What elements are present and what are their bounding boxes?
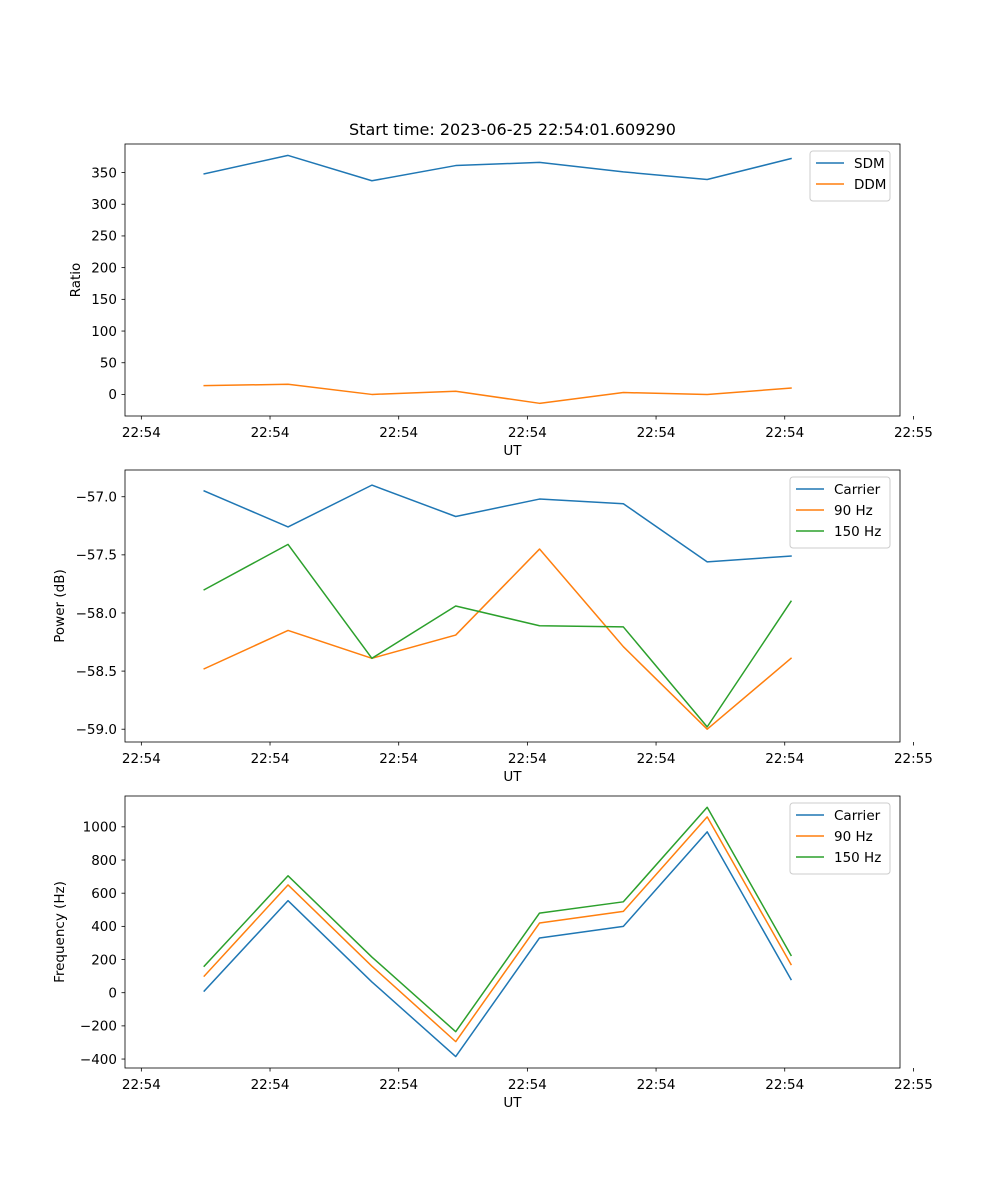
y-tick-label: 150 — [91, 292, 117, 308]
legend: SDM DDM — [809, 150, 891, 202]
y-tick-label: 1000 — [83, 820, 117, 836]
series-line-carrier — [203, 831, 793, 1058]
y-tick-label: −58.0 — [76, 606, 117, 622]
legend-entry-label: 150 Hz — [834, 850, 881, 866]
legend: Carrier 90 Hz 150 Hz — [789, 802, 891, 875]
axes-frame — [124, 143, 901, 417]
x-tick-label: 22:54 — [379, 1077, 418, 1093]
x-tick-label: 22:54 — [765, 751, 804, 767]
chart-panel-3: 22:54 22:54 22:54 22:54 22:54 22:54 22:55 −400 −… — [52, 795, 933, 1111]
y-axis-label: Ratio — [68, 263, 84, 298]
y-tick-label: 350 — [91, 165, 117, 181]
x-tick-label: 22:55 — [894, 1077, 933, 1093]
y-tick-label: 200 — [91, 952, 117, 968]
x-tick-label: 22:54 — [637, 751, 676, 767]
x-tick-label: 22:54 — [637, 1077, 676, 1093]
x-tick-label: 22:54 — [765, 425, 804, 441]
axes-frame — [124, 795, 901, 1069]
y-tick-label: 800 — [91, 853, 117, 869]
x-tick-label: 22:54 — [122, 1077, 161, 1093]
chart-panel-1: 22:54 22:54 22:54 22:54 22:54 22:54 22:55 0 50 10… — [68, 120, 933, 459]
y-tick-label: 600 — [91, 886, 117, 902]
x-tick-label: 22:54 — [251, 1077, 290, 1093]
series-line-90-hz — [203, 816, 793, 1043]
series-line-150-hz — [203, 543, 793, 728]
y-tick-label: 300 — [91, 197, 117, 213]
y-tick-label: −57.5 — [76, 548, 117, 564]
series-line-sdm — [203, 154, 792, 182]
legend-entry-label: 90 Hz — [834, 503, 873, 519]
legend-entry-label: SDM — [854, 156, 885, 172]
y-tick-label: −58.5 — [76, 664, 117, 680]
x-tick-label: 22:54 — [508, 751, 547, 767]
y-tick-label: −400 — [80, 1052, 117, 1068]
series-line-90-hz — [203, 548, 793, 730]
y-axis-label: Power (dB) — [52, 569, 68, 642]
x-tick-label: 22:54 — [508, 1077, 547, 1093]
x-tick-label: 22:54 — [251, 751, 290, 767]
y-tick-label: 0 — [108, 986, 117, 1002]
x-axis-label: UT — [503, 769, 522, 785]
x-axis-label: UT — [503, 443, 522, 459]
y-tick-label: 0 — [108, 387, 117, 403]
chart-panel-2: 22:54 22:54 22:54 22:54 22:54 22:54 22:55 −59.0… — [52, 469, 933, 785]
legend-entry-label: 150 Hz — [834, 524, 881, 540]
x-tick-label: 22:54 — [765, 1077, 804, 1093]
x-tick-label: 22:55 — [894, 425, 933, 441]
x-axis-label: UT — [503, 1095, 522, 1111]
series-line-150-hz — [203, 806, 793, 1033]
chart-title: Start time: 2023-06-25 22:54:01.609290 — [349, 120, 676, 139]
y-tick-label: 250 — [91, 229, 117, 245]
legend-entry-label: 90 Hz — [834, 829, 873, 845]
y-tick-label: −59.0 — [76, 722, 117, 738]
x-tick-label: 22:54 — [379, 425, 418, 441]
y-tick-label: 100 — [91, 324, 117, 340]
x-tick-label: 22:54 — [508, 425, 547, 441]
series-line-ddm — [203, 383, 792, 405]
y-tick-label: 200 — [91, 260, 117, 276]
series-line-carrier — [203, 484, 792, 563]
y-tick-label: 400 — [91, 919, 117, 935]
x-tick-label: 22:54 — [251, 425, 290, 441]
x-tick-label: 22:54 — [379, 751, 418, 767]
x-tick-label: 22:54 — [122, 425, 161, 441]
x-tick-label: 22:54 — [122, 751, 161, 767]
x-tick-label: 22:55 — [894, 751, 933, 767]
y-axis-label: Frequency (Hz) — [52, 881, 68, 983]
y-tick-label: 50 — [100, 356, 117, 372]
legend: Carrier 90 Hz 150 Hz — [789, 476, 891, 549]
legend-entry-label: Carrier — [834, 482, 881, 498]
legend-entry-label: Carrier — [834, 808, 881, 824]
x-tick-label: 22:54 — [637, 425, 676, 441]
legend-entry-label: DDM — [854, 177, 886, 193]
y-tick-label: −200 — [80, 1019, 117, 1035]
axes-frame — [124, 469, 901, 743]
y-tick-label: −57.0 — [76, 490, 117, 506]
